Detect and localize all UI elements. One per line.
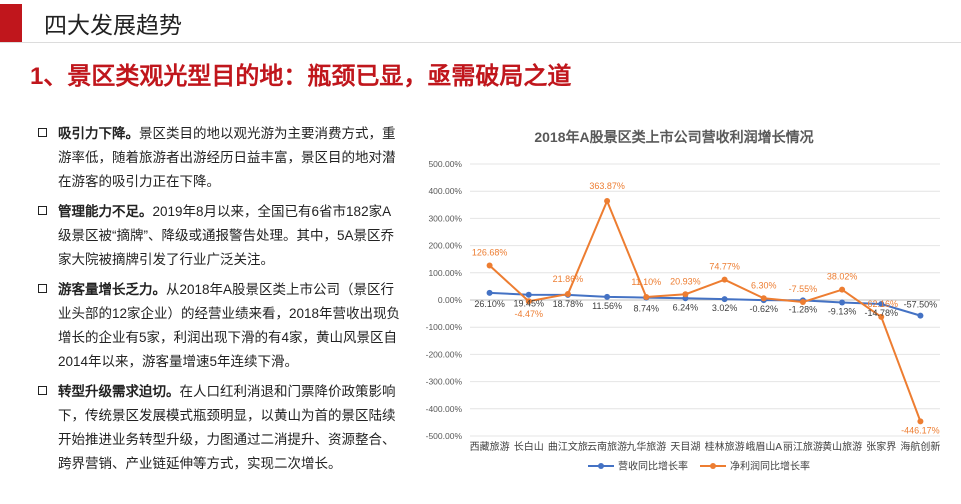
data-label: -1.28% [789,304,818,314]
checkbox-icon [38,386,47,395]
data-label: -62.16% [864,299,898,309]
header-accent [0,4,22,42]
data-point [721,296,728,303]
data-point [643,293,650,300]
data-point [839,286,846,293]
data-point [604,198,611,205]
data-label: -4.47% [514,309,543,319]
legend-label: 净利润同比增长率 [730,460,810,473]
data-label: -9.13% [828,306,857,316]
bullet-item: 转型升级需求迫切。在人口红利消退和门票降价政策影响下，传统景区发展模式瓶颈明显，… [36,380,401,476]
data-label: 3.02% [712,303,738,313]
checkbox-icon [38,284,47,293]
y-tick-label: 200.00% [428,241,462,251]
x-category-label: 张家界 [866,440,896,453]
legend-marker [710,463,716,469]
x-category-label: 天目湖 [670,441,700,453]
x-category-label: 峨眉山A [745,441,782,453]
y-tick-label: -100.00% [426,322,463,332]
bullet-lead: 游客量增长乏力。 [58,282,166,297]
data-label: -14.78% [864,308,898,318]
legend-marker [598,463,604,469]
data-point [878,301,885,308]
y-tick-label: 100.00% [428,268,462,278]
y-tick-label: -200.00% [426,349,463,359]
data-label: -446.17% [901,425,940,435]
bullet-text: 在人口红利消退和门票降价政策影响下，传统景区发展模式瓶颈明显，以黄山为首的景区陆… [58,384,396,471]
x-category-label: 丽江旅游 [783,440,823,453]
data-label: -57.50% [904,300,938,310]
y-tick-label: 300.00% [428,213,462,223]
data-label: 11.56% [592,301,622,311]
data-label: 363.87% [589,181,625,191]
page-title: 四大发展趋势 [44,12,182,38]
bullet-item: 管理能力不足。2019年8月以来，全国已有6省市182家A级景区被“摘牌”、降级… [36,200,401,272]
bullet-item: 吸引力下降。景区类目的地以观光游为主要消费方式，重游率低，随着旅游者出游经历日益… [36,122,401,194]
data-point [525,298,532,305]
data-point [917,312,924,319]
data-label: 21.86% [553,274,584,284]
header-bar: 四大发展趋势 [0,0,961,43]
data-point [760,295,767,302]
growth-line-chart: 2018年A股景区类上市公司营收利润增长情况 500.00% 400.00% 300… [426,129,941,473]
data-point [486,289,493,296]
data-point [878,313,885,320]
bullet-text: 从2018年A股景区类上市公司（景区行业头部的12家企业）的经营业绩来看，201… [58,282,401,369]
data-label: 126.68% [472,248,508,258]
header-divider [0,42,961,43]
data-point [604,293,611,300]
data-label: 20.93% [670,276,701,286]
checkbox-icon [38,206,47,215]
bullet-list: 吸引力下降。景区类目的地以观光游为主要消费方式，重游率低，随着旅游者出游经历日益… [36,122,401,476]
data-point [564,291,571,298]
y-tick-label: -300.00% [426,377,463,387]
x-category-label: 九华旅游 [626,440,666,453]
data-point [486,262,493,269]
data-point [839,299,846,306]
x-category-label: 曲江文旅 [548,440,588,453]
bullet-item: 游客量增长乏力。从2018年A股景区类上市公司（景区行业头部的12家企业）的经营… [36,278,401,374]
x-category-label: 黄山旅游 [822,440,862,453]
y-tick-label: -500.00% [426,431,463,441]
bullet-text: 景区类目的地以观光游为主要消费方式，重游率低，随着旅游者出游经历日益丰富，景区目… [58,126,396,189]
data-label: 6.24% [673,302,699,312]
data-point [917,418,924,425]
x-category-label: 西藏旅游 [470,440,510,453]
data-point [721,276,728,283]
chart-title: 2018年A股景区类上市公司营收利润增长情况 [534,129,813,145]
x-category-label: 长白山 [514,440,544,453]
y-tick-label: 0.00% [438,295,463,305]
checkbox-icon [38,128,47,137]
data-label: 19.45% [513,299,544,309]
data-point [682,291,689,298]
data-label: 11.10% [631,277,661,287]
data-point [525,291,532,298]
legend-label: 营收同比增长率 [618,460,688,473]
x-category-label: 桂林旅游 [705,440,745,453]
data-label: 38.02% [827,272,858,282]
y-tick-label: 400.00% [428,186,462,196]
x-category-label: 海航创新 [900,440,940,453]
section-heading: 1、景区类观光型目的地：瓶颈已显，亟需破局之道 [30,63,572,90]
y-tick-label: 500.00% [428,159,462,169]
series-line [488,200,922,422]
data-point [799,299,806,306]
data-label: 18.78% [553,299,584,309]
x-category-label: 云南旅游 [587,440,627,453]
data-label: -7.55% [789,284,818,294]
bullet-text: 2019年8月以来，全国已有6省市182家A级景区被“摘牌”、降级或通报警告处理… [58,204,395,267]
data-label: -0.62% [749,304,778,314]
data-label: 6.30% [751,280,777,290]
bullet-lead: 吸引力下降。 [58,126,139,141]
data-label: 74.77% [709,262,740,272]
data-label: 8.74% [633,304,659,314]
y-tick-label: -400.00% [426,404,463,414]
bullet-lead: 管理能力不足。 [58,204,153,219]
data-label: 26.10% [474,299,505,309]
bullet-lead: 转型升级需求迫切。 [58,384,180,399]
